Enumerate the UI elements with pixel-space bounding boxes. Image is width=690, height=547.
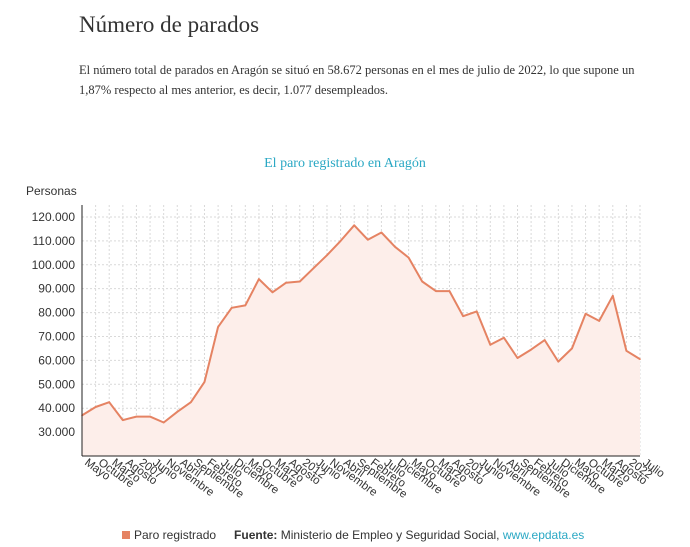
series-line xyxy=(81,224,641,424)
y-tick-label: 50.000 xyxy=(38,377,75,391)
data-point xyxy=(149,415,151,418)
data-point xyxy=(258,278,260,280)
data-point xyxy=(489,344,492,346)
data-point xyxy=(230,306,233,309)
data-point xyxy=(326,254,328,256)
data-point xyxy=(244,304,247,307)
page-title: Número de parados xyxy=(79,12,260,37)
data-point xyxy=(190,401,192,404)
data-point xyxy=(571,347,573,350)
chart: 30.000 40.000 50.000 60.000 70.000 80.000 90.0… xyxy=(26,184,666,501)
data-point xyxy=(285,281,287,284)
data-point xyxy=(543,339,546,341)
data-point xyxy=(462,315,464,317)
chart-axes xyxy=(81,205,640,457)
data-point xyxy=(435,290,437,292)
data-point xyxy=(135,415,138,418)
legend-swatch xyxy=(122,531,130,539)
page-description: El número total de parados en Aragón se … xyxy=(79,63,635,97)
data-point xyxy=(503,336,505,339)
chart-series xyxy=(81,224,641,456)
source-label: Fuente: xyxy=(234,528,278,542)
data-point xyxy=(176,410,179,413)
y-tick-label: 90.000 xyxy=(38,282,75,296)
data-point xyxy=(448,290,451,292)
data-point xyxy=(407,256,410,259)
data-point xyxy=(367,238,369,241)
data-point xyxy=(625,350,628,352)
y-tick-label: 110.000 xyxy=(33,234,76,248)
x-axis-ticks: MayoOctubreMarzoAgosto2007JunioNoviembre… xyxy=(82,457,666,501)
data-point xyxy=(217,326,219,328)
data-point xyxy=(298,280,301,283)
y-tick-label: 100.000 xyxy=(32,258,76,272)
data-point xyxy=(203,381,206,383)
source-link[interactable]: www.epdata.es xyxy=(502,528,585,542)
y-tick-label: 70.000 xyxy=(38,329,75,343)
data-point xyxy=(122,419,124,421)
data-point xyxy=(162,421,165,424)
data-point xyxy=(312,267,315,270)
data-point xyxy=(380,231,383,234)
data-point xyxy=(584,312,587,315)
y-tick-label: 120.000 xyxy=(32,210,76,224)
data-point xyxy=(475,310,478,313)
data-point xyxy=(108,401,111,404)
series-area xyxy=(82,225,640,456)
source-text: Ministerio de Empleo y Seguridad Social, xyxy=(280,528,500,542)
chart-title: El paro registrado en Aragón xyxy=(264,156,426,171)
data-point xyxy=(339,240,342,242)
data-point xyxy=(421,280,424,283)
data-point xyxy=(611,295,614,297)
y-axis-label: Personas xyxy=(26,184,77,198)
data-point xyxy=(516,357,519,359)
legend-label: Paro registrado xyxy=(134,528,217,542)
data-point xyxy=(271,291,274,294)
data-point xyxy=(394,246,396,248)
data-point xyxy=(353,224,355,227)
y-tick-label: 80.000 xyxy=(38,306,75,320)
y-tick-label: 40.000 xyxy=(38,401,75,415)
data-point xyxy=(557,360,560,363)
y-axis-ticks: 30.000 40.000 50.000 60.000 70.000 80.000 90.0… xyxy=(32,210,76,439)
y-tick-label: 30.000 xyxy=(38,425,75,439)
chart-footer: Paro registrado Fuente: Ministerio de Emp… xyxy=(122,528,584,542)
data-point xyxy=(94,406,97,408)
y-tick-label: 60.000 xyxy=(38,353,75,367)
data-point xyxy=(639,358,641,360)
data-point xyxy=(598,320,600,322)
data-point xyxy=(530,348,532,351)
